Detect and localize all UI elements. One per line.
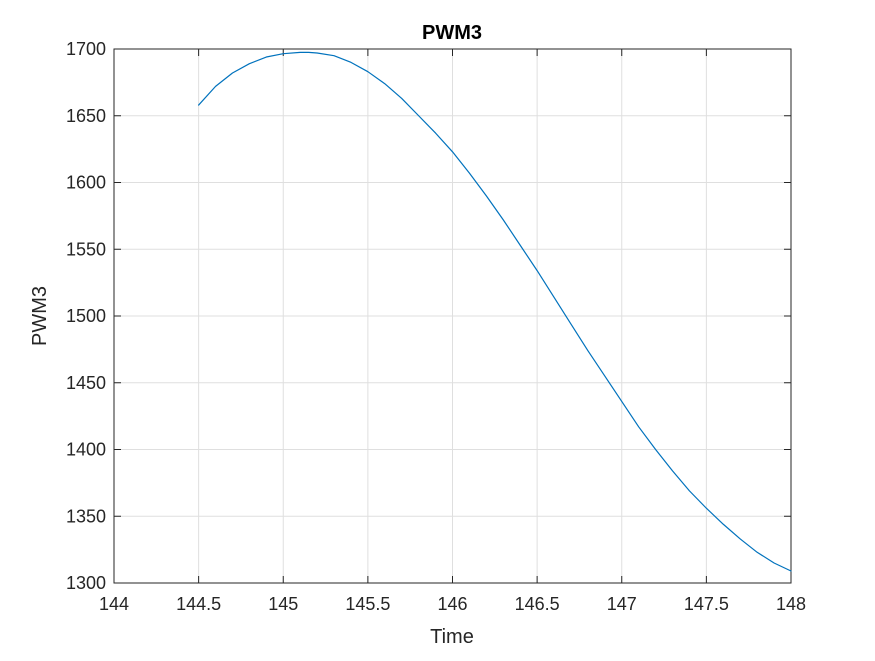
x-tick-label: 146.5 xyxy=(515,594,560,614)
y-tick-label: 1350 xyxy=(66,506,106,526)
y-tick-label: 1700 xyxy=(66,39,106,59)
y-tick-label: 1550 xyxy=(66,239,106,259)
series-line xyxy=(198,51,792,572)
y-tick-label: 1300 xyxy=(66,573,106,593)
y-tick-label: 1600 xyxy=(66,173,106,193)
y-axis-label: PWM3 xyxy=(29,286,51,346)
tick-labels: 144 144.5 145 145.5 146 146.5 147 147.5 148 1300 1… xyxy=(66,39,806,614)
x-tick-label: 144 xyxy=(99,594,129,614)
y-tick-label: 1450 xyxy=(66,373,106,393)
x-tick-label: 146 xyxy=(437,594,467,614)
y-tick-label: 1400 xyxy=(66,440,106,460)
chart-title: PWM3 xyxy=(422,22,482,44)
x-tick-label: 145 xyxy=(268,594,298,614)
x-tick-label: 148 xyxy=(776,594,806,614)
y-tick-label: 1500 xyxy=(66,306,106,326)
x-axis-label: Time xyxy=(430,626,474,648)
series-layer xyxy=(198,51,792,572)
x-tick-label: 145.5 xyxy=(345,594,390,614)
x-tick-label: 147.5 xyxy=(684,594,729,614)
y-tick-label: 1650 xyxy=(66,106,106,126)
axes xyxy=(113,48,792,584)
x-tick-label: 147 xyxy=(607,594,637,614)
grid xyxy=(113,48,792,584)
x-tick-label: 144.5 xyxy=(176,594,221,614)
